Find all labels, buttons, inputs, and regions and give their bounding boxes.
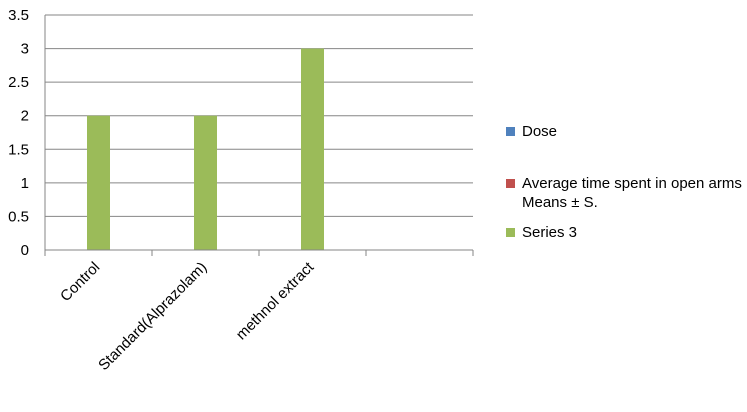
y-tick-label: 3.5 xyxy=(8,7,29,24)
y-tick-label: 0 xyxy=(21,242,29,259)
legend-label-average-time: Average time spent in open arms Means ± … xyxy=(522,175,742,211)
gridlines xyxy=(44,14,473,251)
legend-item-dose: Dose xyxy=(506,122,746,141)
legend-swatch-dose xyxy=(506,127,515,136)
x-category-label: Standard(Alprazolam) xyxy=(95,259,210,374)
x-category-label: methnol extract xyxy=(233,258,318,343)
legend-item-series-3: Series 3 xyxy=(506,223,746,242)
x-axis xyxy=(44,249,474,256)
legend-label-series-3: Series 3 xyxy=(522,224,578,241)
bar-series-3 xyxy=(301,48,324,251)
y-axis-tick-labels: 0 0.5 1 1.5 2 2.5 3 3.5 xyxy=(8,7,29,259)
legend: Dose Average time spent in open arms Mea… xyxy=(506,122,746,242)
y-tick-label: 1.5 xyxy=(8,141,29,158)
legend-item-average-time: Average time spent in open arms Means ± … xyxy=(506,174,746,212)
legend-label-dose: Dose xyxy=(522,123,558,140)
x-category-label: Control xyxy=(57,259,103,305)
bar-series-3 xyxy=(194,115,217,250)
bar-series-3 xyxy=(87,115,110,250)
y-tick-label: 0.5 xyxy=(8,208,29,225)
y-tick-label: 2.5 xyxy=(8,74,29,91)
y-tick-label: 2 xyxy=(21,108,29,125)
y-tick-label: 3 xyxy=(21,41,29,58)
y-tick-label: 1 xyxy=(21,175,29,192)
legend-swatch-series-3 xyxy=(506,228,515,237)
bars xyxy=(87,48,324,251)
legend-swatch-average-time xyxy=(506,179,515,188)
